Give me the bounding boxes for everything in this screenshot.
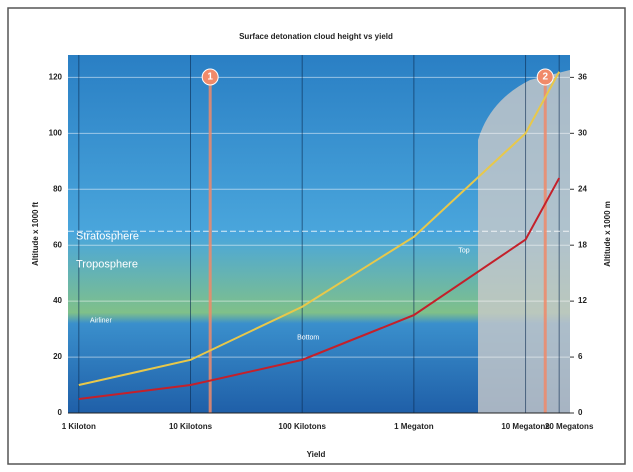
x-tick-label: 1 Megaton <box>394 422 434 431</box>
y-tick-label: 120 <box>49 72 63 81</box>
marker-label: 1 <box>207 72 213 83</box>
y2-tick-label: 6 <box>578 352 583 361</box>
series-label: Bottom <box>297 334 319 341</box>
marker-label: 2 <box>542 72 548 83</box>
series-label: Top <box>458 248 469 255</box>
y2-tick-label: 30 <box>578 128 587 137</box>
y-tick-label: 40 <box>53 296 62 305</box>
y-tick-label: 60 <box>53 240 62 249</box>
y2-tick-label: 0 <box>578 408 583 417</box>
chart-title: Surface detonation cloud height vs yield <box>239 32 393 41</box>
y2-tick-label: 24 <box>578 184 587 193</box>
series-line <box>78 71 561 387</box>
x-tick-label: 20 Megatons <box>545 422 594 431</box>
x-tick-label: 10 Kilotons <box>169 422 213 431</box>
x-tick-label: 1 Kiloton <box>62 422 96 431</box>
y-tick-label: 100 <box>49 128 63 137</box>
y2-tick-label: 12 <box>578 296 587 305</box>
y2-tick-label: 18 <box>578 240 587 249</box>
x-axis-label: Yield <box>307 450 326 459</box>
y-axis-label: Altitude x 1000 ft <box>31 202 40 266</box>
marker-circle <box>201 68 219 86</box>
layer-label: Stratosphere <box>76 231 139 243</box>
y-tick-label: 80 <box>53 184 62 193</box>
layer-label: Troposphere <box>76 259 138 271</box>
x-tick-label: 10 Megatons <box>501 422 550 431</box>
layer-label: Airliner <box>90 318 112 325</box>
y2-axis-label: Altitude x 1000 m <box>603 201 612 267</box>
y2-tick-label: 36 <box>578 72 587 81</box>
x-tick-label: 100 Kilotons <box>278 422 326 431</box>
y-tick-label: 20 <box>53 352 62 361</box>
marker-circle <box>536 68 554 86</box>
series-line <box>78 177 561 401</box>
y-tick-label: 0 <box>58 408 63 417</box>
